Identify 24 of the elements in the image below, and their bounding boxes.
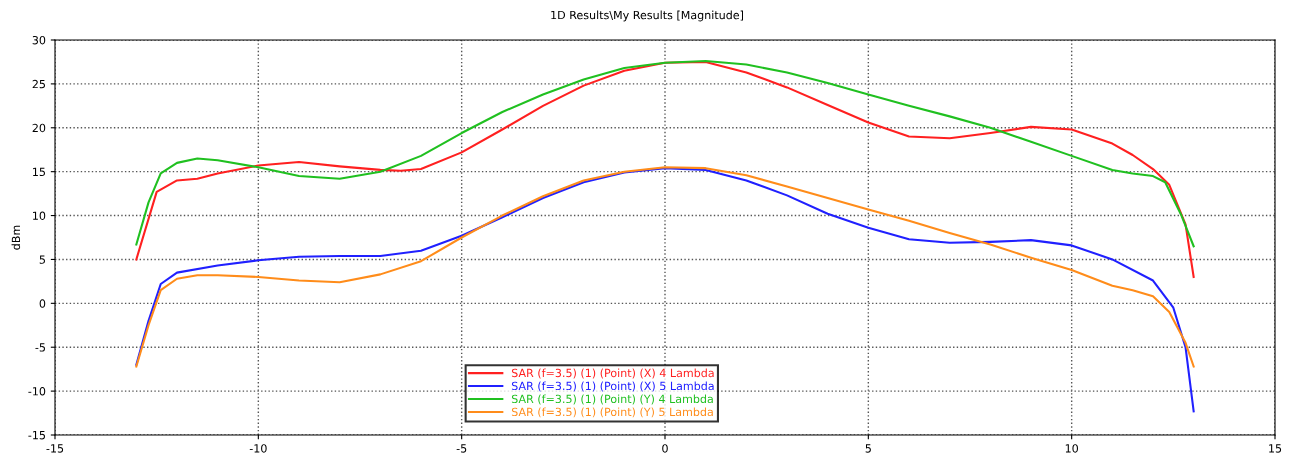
- y-tick-label: 10: [33, 211, 46, 220]
- chart-title: 1D Results\My Results [Magnitude]: [551, 10, 743, 22]
- legend-label: SAR (f=3.5) (1) (Point) (X) 4 Lambda: [511, 368, 714, 379]
- legend-label: SAR (f=3.5) (1) (Point) (Y) 5 Lambda: [511, 407, 713, 418]
- x-tick-label: 0: [662, 444, 668, 453]
- y-tick-label: 0: [39, 299, 46, 308]
- x-tick-label: -10: [249, 444, 267, 453]
- y-tick-label: 20: [32, 123, 46, 133]
- legend-label: SAR (f=3.5) (1) (Point) (Y) 4 Lambda: [511, 394, 713, 405]
- x-tick-label: 10: [1065, 444, 1078, 453]
- x-tick-label: -5: [456, 444, 467, 453]
- y-tick-label: 30: [32, 35, 46, 45]
- y-tick-label: -10: [28, 387, 46, 396]
- y-tick-label: 5: [39, 255, 45, 264]
- line-series: [135, 166, 1195, 368]
- y-tick-label: -15: [28, 431, 45, 440]
- y-tick-label: 25: [32, 79, 45, 89]
- x-tick-label: -15: [46, 444, 64, 453]
- x-tick-label: 15: [1269, 444, 1282, 453]
- y-tick-label: -5: [35, 343, 45, 352]
- x-tick-label: 5: [865, 444, 871, 453]
- y-axis-title: dBm: [11, 225, 21, 250]
- y-tick-label: 15: [33, 167, 45, 177]
- legend-label: SAR (f=3.5) (1) (Point) (X) 5 Lambda: [511, 381, 714, 392]
